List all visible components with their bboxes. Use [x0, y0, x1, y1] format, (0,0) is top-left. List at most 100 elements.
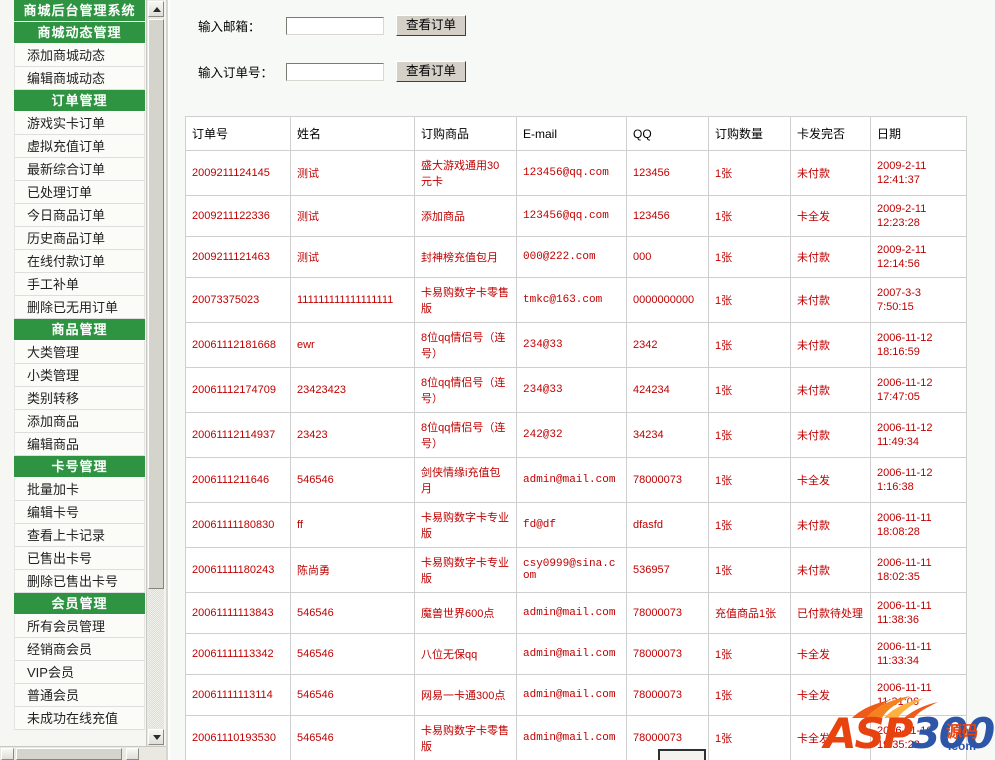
- cell-count: 1张: [708, 457, 791, 503]
- cell-count: 充值商品1张: [708, 592, 791, 634]
- sidebar-item-major-category[interactable]: 大类管理: [14, 341, 145, 364]
- sidebar-group-title-orders: 订单管理: [14, 90, 145, 112]
- cell-count: 1张: [708, 633, 791, 675]
- cell-order-no: 20073375023: [185, 277, 291, 323]
- cell-qq: 78000073: [626, 674, 709, 716]
- cell-order-no: 2009211122336: [185, 195, 291, 237]
- order-search-row: 输入订单号： 查看订单: [198, 61, 467, 82]
- scrollbar-thumb[interactable]: [148, 19, 164, 589]
- cell-email: admin@mail.com: [516, 674, 627, 716]
- cell-name: 23423: [290, 412, 415, 458]
- sidebar-item-virtual-recharge-orders[interactable]: 虚拟充值订单: [14, 135, 145, 158]
- sidebar-item-dealer-members[interactable]: 经销商会员: [14, 638, 145, 661]
- cell-product: 网易一卡通300点: [414, 674, 517, 716]
- cell-name: ewr: [290, 322, 415, 368]
- cell-date: 2006-11-12 17:47:05: [870, 367, 967, 413]
- sidebar-menu: 商城后台管理系统 商城动态管理 添加商城动态 编辑商城动态 订单管理 游戏实卡订…: [14, 0, 145, 730]
- scroll-right-button[interactable]: [126, 748, 139, 760]
- sidebar-item-category-transfer[interactable]: 类别转移: [14, 387, 145, 410]
- sidebar-item-online-payment-orders[interactable]: 在线付款订单: [14, 250, 145, 273]
- search-panel: 输入邮箱： 查看订单 输入订单号： 查看订单: [170, 0, 995, 108]
- sidebar-item-normal-members[interactable]: 普通会员: [14, 684, 145, 707]
- cell-status: 已付款待处理: [790, 592, 871, 634]
- sidebar-vertical-scrollbar[interactable]: [146, 0, 164, 748]
- cell-order-no: 20061111180243: [185, 547, 291, 593]
- cell-email: 000@222.com: [516, 236, 627, 278]
- cell-date: 2006-11-11 18:08:28: [870, 502, 967, 548]
- email-search-row: 输入邮箱： 查看订单: [198, 15, 467, 36]
- cell-count: 1张: [708, 715, 791, 760]
- cell-product: 卡易购数字卡专业版: [414, 502, 517, 548]
- column-header-email: E-mail: [516, 116, 627, 151]
- cell-order-no: 20061111113342: [185, 633, 291, 675]
- sidebar-item-batch-add-card[interactable]: 批量加卡: [14, 478, 145, 501]
- email-search-input[interactable]: [286, 16, 384, 35]
- sidebar-item-edit-product[interactable]: 编辑商品: [14, 433, 145, 456]
- cell-qq: 78000073: [626, 633, 709, 675]
- sidebar-item-today-product-orders[interactable]: 今日商品订单: [14, 204, 145, 227]
- cell-order-no: 20061110193530: [185, 715, 291, 760]
- cell-order-no: 20061111113843: [185, 592, 291, 634]
- cell-email: 242@32: [516, 412, 627, 458]
- cell-product: 魔兽世界600点: [414, 592, 517, 634]
- table-row: 20061112181668 ewr 8位qq情侣号（连号） 234@33 2342 1张…: [185, 322, 967, 368]
- sidebar-item-sold-cards[interactable]: 已售出卡号: [14, 547, 145, 570]
- cell-email: admin@mail.com: [516, 715, 627, 760]
- cell-name: 546546: [290, 674, 415, 716]
- cell-count: 1张: [708, 277, 791, 323]
- scroll-up-button[interactable]: [148, 1, 164, 17]
- sidebar-item-edit-card[interactable]: 编辑卡号: [14, 501, 145, 524]
- sidebar-item-view-card-records[interactable]: 查看上卡记录: [14, 524, 145, 547]
- orders-table-wrapper: 订单号 姓名 订购商品 E-mail QQ 订购数量 卡发完否 日期 20092…: [185, 116, 967, 760]
- cell-status: 卡全发: [790, 195, 871, 237]
- cell-count: 1张: [708, 674, 791, 716]
- table-row: 2006111211646 546546 剑侠情缘i充值包月 admin@mail.c…: [185, 457, 967, 503]
- sidebar-item-failed-online-recharge[interactable]: 未成功在线充值: [14, 707, 145, 730]
- sidebar-item-delete-sold-cards[interactable]: 删除已售出卡号: [14, 570, 145, 593]
- scroll-left-button[interactable]: [1, 748, 14, 760]
- sidebar-item-processed-orders[interactable]: 已处理订单: [14, 181, 145, 204]
- main-content: 输入邮箱： 查看订单 输入订单号： 查看订单 订单号 姓名: [170, 0, 995, 760]
- cell-date: 2009-2-11 12:41:37: [870, 150, 967, 196]
- sidebar-scroll-area: 商城后台管理系统 商城动态管理 添加商城动态 编辑商城动态 订单管理 游戏实卡订…: [0, 0, 148, 748]
- cell-count: 1张: [708, 367, 791, 413]
- sidebar-item-all-members[interactable]: 所有会员管理: [14, 615, 145, 638]
- chevron-down-icon: [153, 735, 161, 740]
- cell-count: 1张: [708, 322, 791, 368]
- order-search-input[interactable]: [286, 62, 384, 81]
- sidebar-item-add-news[interactable]: 添加商城动态: [14, 44, 145, 67]
- sidebar-item-minor-category[interactable]: 小类管理: [14, 364, 145, 387]
- table-row: 20061110193530 546546 卡易购数字卡零售版 admin@mail.…: [185, 715, 967, 760]
- sidebar-item-latest-combined-orders[interactable]: 最新综合订单: [14, 158, 145, 181]
- sidebar-item-manual-order[interactable]: 手工补单: [14, 273, 145, 296]
- sidebar-group-title-news: 商城动态管理: [14, 22, 145, 44]
- sidebar-horizontal-scrollbar[interactable]: [0, 746, 168, 760]
- cell-date: 2006-11-11 11:31:06: [870, 674, 967, 716]
- order-search-button[interactable]: 查看订单: [396, 61, 467, 82]
- cell-status: 卡全发: [790, 715, 871, 760]
- cell-email: csy0999@sina.com: [516, 547, 627, 593]
- cell-date: 2009-2-11 12:23:28: [870, 195, 967, 237]
- cell-status: 未付款: [790, 322, 871, 368]
- cell-qq: 78000073: [626, 592, 709, 634]
- cell-product: 盛大游戏通用30元卡: [414, 150, 517, 196]
- sidebar-item-edit-news[interactable]: 编辑商城动态: [14, 67, 145, 90]
- email-search-button[interactable]: 查看订单: [396, 15, 467, 36]
- cell-date: 2006-11-12 18:16:59: [870, 322, 967, 368]
- sidebar-item-history-product-orders[interactable]: 历史商品订单: [14, 227, 145, 250]
- pagination-control[interactable]: [658, 749, 706, 760]
- scroll-down-button[interactable]: [148, 729, 164, 745]
- horizontal-scrollbar-thumb[interactable]: [16, 748, 122, 760]
- column-header-date: 日期: [870, 116, 967, 151]
- cell-count: 1张: [708, 547, 791, 593]
- sidebar-item-game-card-orders[interactable]: 游戏实卡订单: [14, 112, 145, 135]
- sidebar-frame: 商城后台管理系统 商城动态管理 添加商城动态 编辑商城动态 订单管理 游戏实卡订…: [0, 0, 168, 760]
- sidebar-item-vip-members[interactable]: VIP会员: [14, 661, 145, 684]
- cell-email: 234@33: [516, 322, 627, 368]
- cell-product: 卡易购数字卡零售版: [414, 715, 517, 760]
- sidebar-item-add-product[interactable]: 添加商品: [14, 410, 145, 433]
- column-header-status: 卡发完否: [790, 116, 871, 151]
- cell-email: admin@mail.com: [516, 592, 627, 634]
- sidebar-item-delete-unused-orders[interactable]: 删除已无用订单: [14, 296, 145, 319]
